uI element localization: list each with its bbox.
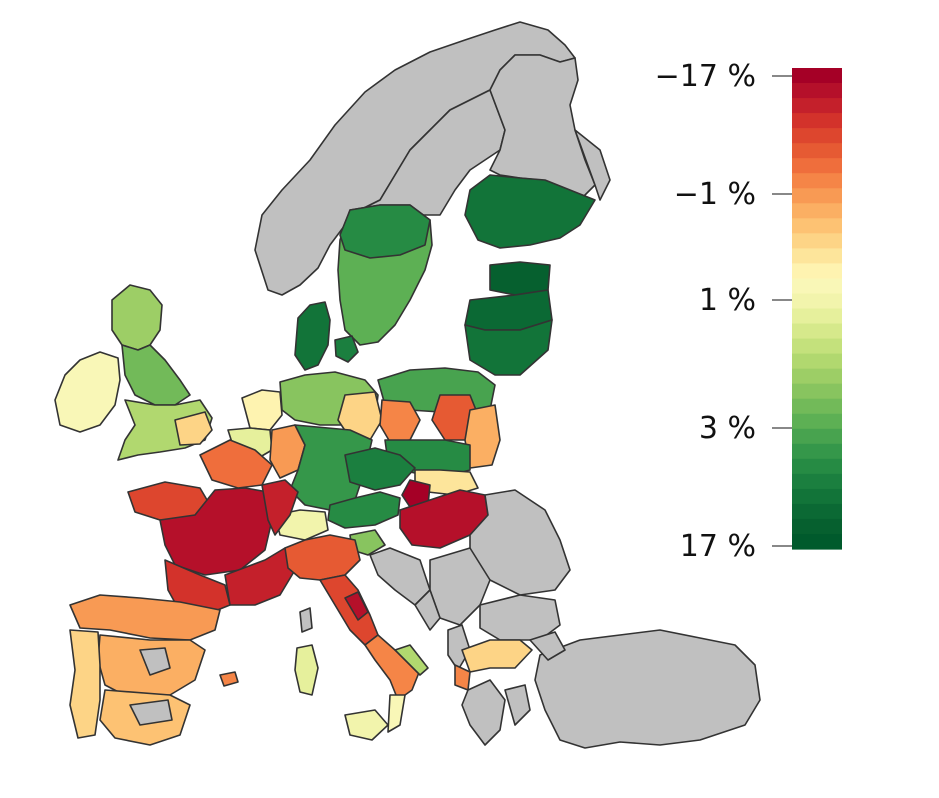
legend-swatch xyxy=(792,488,842,505)
legend-label-2: 1 % xyxy=(699,283,756,318)
region-greece-west xyxy=(454,664,471,691)
legend-swatch xyxy=(792,218,842,234)
region-estonia xyxy=(489,261,551,296)
legend-swatch xyxy=(792,443,842,460)
region-finland-south xyxy=(464,174,596,249)
color-legend: −17 % −1 % 1 % 3 % 17 % xyxy=(655,59,842,564)
region-uk-middle xyxy=(121,344,191,406)
region-denmark xyxy=(294,301,331,371)
region-corsica xyxy=(299,607,313,633)
region-sicily xyxy=(344,709,389,741)
legend-swatch xyxy=(792,98,842,114)
region-croatia xyxy=(369,547,431,606)
region-ireland xyxy=(54,351,121,433)
region-turkey xyxy=(534,629,761,749)
legend-swatch xyxy=(792,293,842,310)
region-turkey-thrace xyxy=(529,631,566,661)
region-uk-north xyxy=(111,284,163,351)
legend-swatch xyxy=(792,323,842,340)
legend-swatch xyxy=(792,428,842,445)
legend-swatch xyxy=(792,83,842,99)
legend-label-3: 3 % xyxy=(699,411,756,446)
legend-swatch xyxy=(792,398,842,415)
region-italy-rome xyxy=(344,591,369,621)
region-france-south xyxy=(224,547,296,606)
region-greece-aegean xyxy=(504,684,531,726)
legend-swatch xyxy=(792,308,842,325)
legend-swatch xyxy=(792,278,842,295)
legend-swatch xyxy=(792,173,842,189)
legend-swatch xyxy=(792,383,842,400)
legend-swatch xyxy=(792,533,842,550)
regions-layer xyxy=(54,21,761,749)
region-czechia xyxy=(344,447,416,491)
region-uk-southeast xyxy=(174,411,213,446)
region-austria xyxy=(327,491,401,529)
region-france-center xyxy=(159,487,273,576)
region-netherlands xyxy=(241,389,283,431)
region-portugal xyxy=(69,629,101,739)
region-bulgaria xyxy=(479,594,561,641)
region-sardinia xyxy=(294,644,319,696)
legend-swatch xyxy=(792,113,842,129)
legend-swatch xyxy=(792,143,842,159)
region-italy-center xyxy=(319,574,379,646)
legend-swatch xyxy=(792,188,842,204)
region-sweden-middle xyxy=(339,204,431,259)
region-spain-south-nodata xyxy=(129,699,173,726)
region-greece-north xyxy=(461,639,533,673)
region-italy-apulia xyxy=(394,644,429,676)
region-lithuania xyxy=(464,319,553,376)
legend-swatch xyxy=(792,158,842,174)
region-balearic xyxy=(219,671,239,687)
legend-label-0: −17 % xyxy=(655,59,756,94)
region-denmark-islands xyxy=(334,335,359,363)
legend-swatch xyxy=(792,338,842,355)
legend-swatch xyxy=(792,233,842,249)
legend-swatch xyxy=(792,203,842,219)
legend-swatch xyxy=(792,263,842,280)
legend-swatch xyxy=(792,503,842,520)
region-russia xyxy=(574,129,611,201)
legend-swatch xyxy=(792,473,842,490)
region-romania xyxy=(469,489,571,596)
region-bosnia xyxy=(414,589,441,631)
region-greece-south xyxy=(461,679,506,746)
region-italy-calabria xyxy=(387,694,406,733)
legend-swatch xyxy=(792,458,842,475)
legend-color-bar xyxy=(792,68,842,550)
legend-swatch xyxy=(792,413,842,430)
legend-swatch xyxy=(792,128,842,144)
region-poland-east xyxy=(464,404,501,469)
legend-swatch xyxy=(792,368,842,385)
region-spain-north xyxy=(69,594,221,641)
legend-swatch xyxy=(792,353,842,370)
region-italy-south xyxy=(364,634,421,701)
region-france-east xyxy=(261,479,299,536)
region-spain-madrid xyxy=(139,647,171,676)
legend-label-1: −1 % xyxy=(674,177,756,212)
legend-swatch xyxy=(792,68,842,84)
legend-label-4: 17 % xyxy=(680,529,756,564)
legend-swatch xyxy=(792,248,842,265)
legend-swatch xyxy=(792,518,842,535)
region-italy-north xyxy=(284,534,361,581)
region-france-north xyxy=(199,439,273,489)
